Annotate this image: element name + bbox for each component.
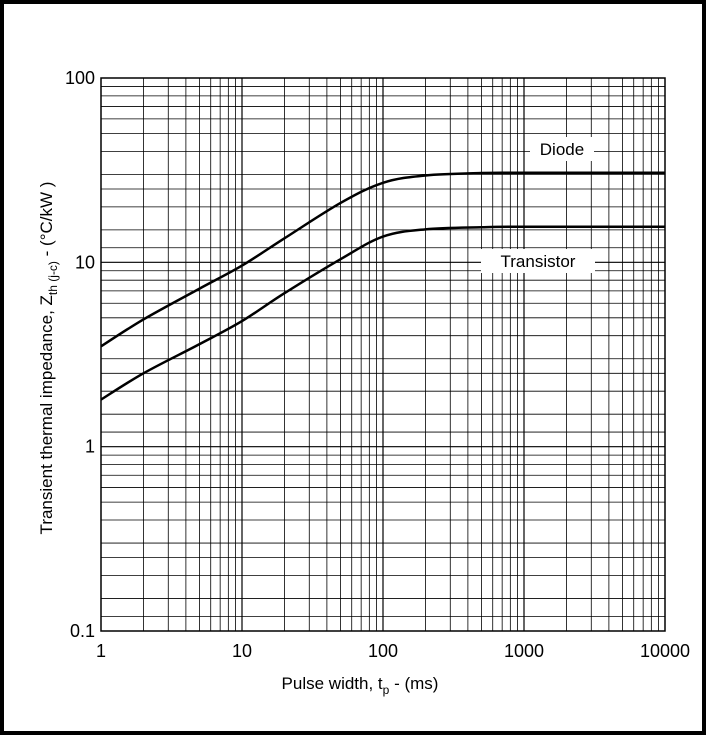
grid [101,78,665,631]
x-axis-label: Pulse width, tp - (ms) [282,674,439,697]
series-lines [100,171,666,401]
y-tick-label: 10 [75,252,95,272]
y-tick-label: 0.1 [70,621,95,641]
x-tick-label: 1000 [504,641,544,661]
series-label-transistor: Transistor [501,252,576,271]
series-label-bg-diode [530,137,594,161]
x-tick-label: 10 [232,641,252,661]
series-line-diode [100,171,666,348]
x-tick-label: 10000 [640,641,690,661]
y-tick-label: 100 [65,68,95,88]
y-tick-label: 1 [85,437,95,457]
x-tick-label: 100 [368,641,398,661]
series-labels: Diode Transistor [481,137,595,273]
series-label-bg-transistor [481,249,595,273]
series-line-transistor [100,225,666,401]
x-tick-label: 1 [96,641,106,661]
series-label-diode: Diode [540,140,584,159]
y-axis-label: Transient thermal impedance, Zth (j-c) -… [37,182,60,535]
plot-border [100,77,666,632]
